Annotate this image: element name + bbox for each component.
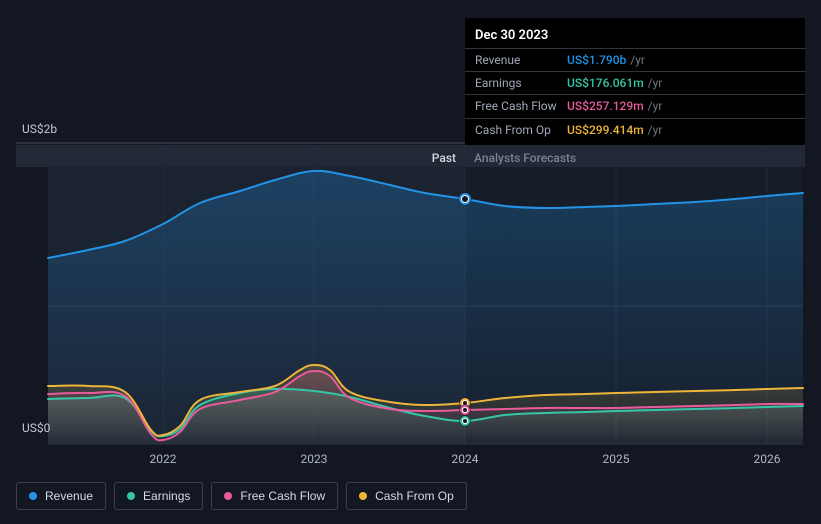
tooltip-row: Cash From OpUS$299.414m/yr	[465, 118, 805, 141]
chart-legend: Revenue Earnings Free Cash Flow Cash From O…	[16, 482, 467, 510]
legend-item-cfo[interactable]: Cash From Op	[346, 482, 467, 510]
x-tick-label: 2024	[452, 452, 479, 466]
tooltip-value: US$176.061m	[567, 76, 644, 90]
tooltip-row: Free Cash FlowUS$257.129m/yr	[465, 94, 805, 117]
tooltip-unit: /yr	[630, 53, 645, 67]
legend-swatch-icon	[359, 492, 367, 500]
y-axis-label-top: US$2b	[22, 122, 57, 136]
legend-swatch-icon	[127, 492, 135, 500]
tooltip-date: Dec 30 2023	[465, 22, 805, 48]
legend-item-earnings[interactable]: Earnings	[114, 482, 203, 510]
x-tick-label: 2025	[603, 452, 630, 466]
legend-swatch-icon	[224, 492, 232, 500]
tooltip-row: RevenueUS$1.790b/yr	[465, 48, 805, 71]
tooltip-label: Revenue	[475, 53, 567, 67]
section-label-forecast: Analysts Forecasts	[474, 151, 576, 165]
tooltip-label: Free Cash Flow	[475, 99, 567, 113]
y-axis-label-bottom: US$0	[22, 421, 50, 435]
legend-label: Free Cash Flow	[240, 489, 325, 503]
tooltip-row: EarningsUS$176.061m/yr	[465, 71, 805, 94]
x-tick-label: 2023	[301, 452, 328, 466]
tooltip-value: US$299.414m	[567, 123, 644, 137]
tooltip-unit: /yr	[648, 76, 663, 90]
legend-label: Earnings	[143, 489, 190, 503]
legend-item-fcf[interactable]: Free Cash Flow	[211, 482, 338, 510]
legend-item-revenue[interactable]: Revenue	[16, 482, 106, 510]
legend-label: Cash From Op	[375, 489, 454, 503]
tooltip-label: Cash From Op	[475, 123, 567, 137]
legend-swatch-icon	[29, 492, 37, 500]
tooltip-label: Earnings	[475, 76, 567, 90]
x-tick-label: 2026	[754, 452, 781, 466]
tooltip-value: US$257.129m	[567, 99, 644, 113]
legend-label: Revenue	[45, 489, 93, 503]
tooltip-value: US$1.790b	[567, 53, 626, 67]
tooltip-unit: /yr	[648, 99, 663, 113]
x-tick-label: 2022	[150, 452, 177, 466]
section-label-past: Past	[396, 151, 456, 165]
financial-chart: US$2b US$0 Past Analysts Forecasts 2022 2…	[0, 0, 821, 524]
data-tooltip: Dec 30 2023 RevenueUS$1.790b/yrEarningsU…	[465, 18, 805, 145]
tooltip-unit: /yr	[648, 123, 663, 137]
